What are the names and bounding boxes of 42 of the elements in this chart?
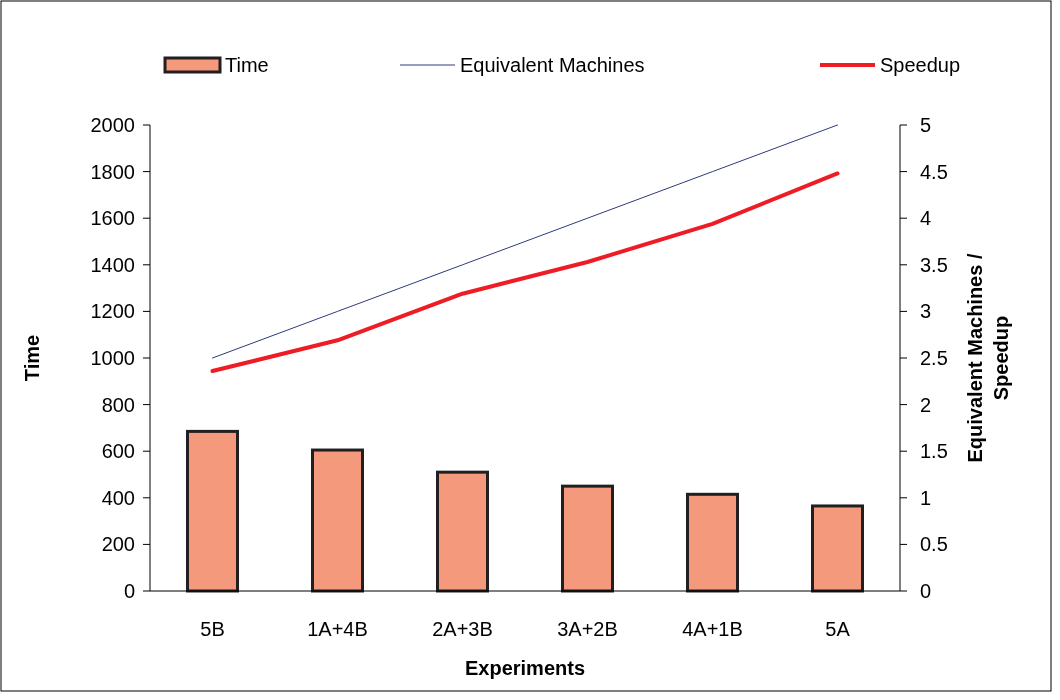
bar xyxy=(686,492,739,593)
x-tick-label: 3A+2B xyxy=(557,618,618,640)
y-tick-label: 1600 xyxy=(90,207,135,230)
legend-label: Equivalent Machines xyxy=(460,54,645,76)
y2-tick-label: 4.5 xyxy=(920,160,948,183)
y-tick-label: 1200 xyxy=(90,300,135,323)
y-tick-label: 1400 xyxy=(90,253,135,276)
y-tick-label: 600 xyxy=(101,440,135,463)
bar xyxy=(561,484,614,593)
y-axis-title: Time xyxy=(21,334,43,382)
legend-label: Time xyxy=(225,54,269,76)
line-series xyxy=(212,124,838,359)
y-tick-label: 800 xyxy=(101,393,135,416)
y2-axis-title: Equivalent Machines / Speedup xyxy=(964,253,1012,463)
y2-tick-label: 1.5 xyxy=(920,440,948,463)
y2-tick-label: 3.5 xyxy=(920,253,948,276)
x-tick-label: 4A+1B xyxy=(682,618,743,640)
x-axis-title: Experiments xyxy=(464,657,586,679)
y2-tick-label: 3 xyxy=(920,300,932,323)
x-tick-label: 1A+4B xyxy=(307,618,368,640)
y-tick-label: 2000 xyxy=(90,114,135,136)
y2-tick-label: 2 xyxy=(920,393,932,416)
bar xyxy=(186,429,239,593)
legend-label: Speedup xyxy=(880,54,961,76)
bar xyxy=(436,470,489,593)
y-tick-label: 1000 xyxy=(90,347,135,369)
x-tick-label: 2A+3B xyxy=(432,618,493,640)
x-tick-label: 5A xyxy=(825,618,851,640)
y2-tick-label: 5 xyxy=(920,114,932,136)
y-tick-label: 400 xyxy=(101,486,135,509)
y2-tick-label: 0.5 xyxy=(920,533,948,556)
y-tick-label: 200 xyxy=(101,533,135,556)
y2-tick-label: 0 xyxy=(920,580,932,602)
y2-tick-label: 1 xyxy=(920,486,932,509)
line-series xyxy=(210,171,840,374)
x-tick-label: 5B xyxy=(200,618,225,640)
y-tick-label: 1800 xyxy=(90,160,135,183)
bar xyxy=(811,504,864,593)
y2-tick-label: 2.5 xyxy=(920,347,948,369)
y2-tick-label: 4 xyxy=(920,207,932,230)
bar xyxy=(311,448,364,593)
y-tick-label: 0 xyxy=(123,580,135,602)
